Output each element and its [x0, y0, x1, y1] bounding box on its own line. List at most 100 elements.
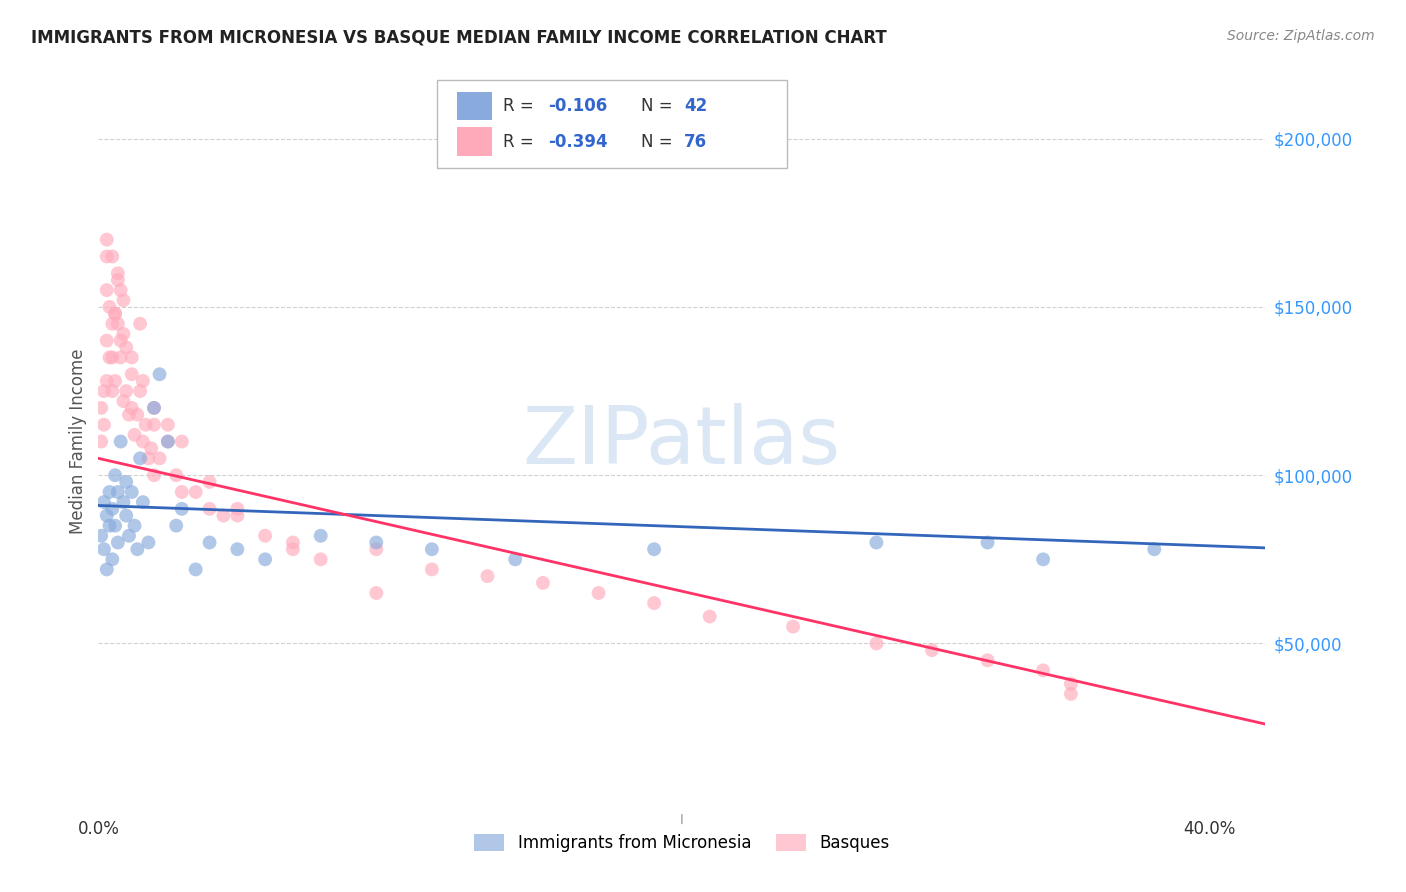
Point: [90, 529, 112, 543]
Point: [143, 468, 166, 483]
Point: [96, 233, 118, 247]
Point: [156, 434, 179, 449]
Point: [184, 562, 207, 576]
Text: R =: R =: [503, 133, 540, 151]
Point: [104, 518, 127, 533]
Point: [170, 501, 193, 516]
Point: [281, 535, 304, 549]
Text: N =: N =: [641, 133, 678, 151]
Point: [226, 501, 249, 516]
Y-axis label: Median Family Income: Median Family Income: [69, 349, 87, 534]
Text: 42: 42: [685, 97, 707, 115]
Point: [115, 475, 138, 489]
Point: [254, 529, 277, 543]
Point: [96, 374, 118, 388]
Point: [865, 535, 887, 549]
Point: [118, 529, 141, 543]
Point: [156, 417, 179, 432]
Point: [93, 384, 115, 398]
Point: [121, 368, 143, 382]
Point: [129, 451, 152, 466]
Point: [107, 266, 129, 280]
Point: [782, 619, 804, 633]
Point: [101, 552, 124, 566]
Point: [96, 334, 118, 348]
Text: -0.106: -0.106: [548, 97, 607, 115]
Point: [93, 495, 115, 509]
Text: ZIPatlas: ZIPatlas: [523, 402, 841, 481]
Point: [138, 451, 160, 466]
Point: [143, 401, 166, 415]
Point: [132, 434, 155, 449]
Point: [129, 317, 152, 331]
Point: [110, 351, 132, 365]
Point: [101, 384, 124, 398]
Point: [124, 518, 146, 533]
Point: [366, 542, 388, 557]
Point: [124, 427, 146, 442]
Point: [135, 417, 157, 432]
Point: [165, 518, 187, 533]
Point: [1060, 687, 1083, 701]
Point: [98, 300, 121, 314]
Point: [101, 351, 124, 365]
Point: [121, 401, 143, 415]
Point: [170, 434, 193, 449]
Point: [112, 495, 135, 509]
Point: [309, 529, 332, 543]
Point: [115, 340, 138, 354]
Point: [254, 552, 277, 566]
Point: [104, 468, 127, 483]
Text: R =: R =: [503, 97, 540, 115]
Point: [1032, 664, 1054, 678]
Point: [477, 569, 499, 583]
Point: [198, 535, 221, 549]
Point: [148, 451, 170, 466]
Point: [699, 609, 721, 624]
Point: [129, 384, 152, 398]
Point: [531, 575, 554, 590]
Point: [420, 542, 443, 557]
Point: [96, 250, 118, 264]
Point: [118, 408, 141, 422]
Point: [226, 542, 249, 557]
Point: [121, 351, 143, 365]
Point: [588, 586, 610, 600]
Text: -0.394: -0.394: [548, 133, 607, 151]
Point: [107, 485, 129, 500]
Point: [132, 374, 155, 388]
Point: [104, 307, 127, 321]
Point: [503, 552, 526, 566]
Point: [90, 434, 112, 449]
Point: [643, 596, 665, 610]
Point: [281, 542, 304, 557]
Point: [112, 394, 135, 409]
Point: [112, 326, 135, 341]
Point: [143, 401, 166, 415]
Point: [107, 273, 129, 287]
Point: [865, 636, 887, 650]
Point: [96, 283, 118, 297]
Point: [98, 351, 121, 365]
Point: [643, 542, 665, 557]
Point: [366, 586, 388, 600]
Point: [212, 508, 235, 523]
Point: [104, 307, 127, 321]
Point: [96, 508, 118, 523]
Point: [198, 475, 221, 489]
Point: [226, 508, 249, 523]
Point: [101, 250, 124, 264]
Point: [101, 317, 124, 331]
Point: [138, 535, 160, 549]
FancyBboxPatch shape: [437, 80, 787, 168]
Point: [115, 508, 138, 523]
Point: [107, 317, 129, 331]
Point: [141, 442, 163, 456]
Point: [101, 501, 124, 516]
Point: [93, 417, 115, 432]
Point: [976, 535, 998, 549]
Point: [98, 485, 121, 500]
Point: [110, 434, 132, 449]
Point: [96, 562, 118, 576]
Point: [98, 518, 121, 533]
